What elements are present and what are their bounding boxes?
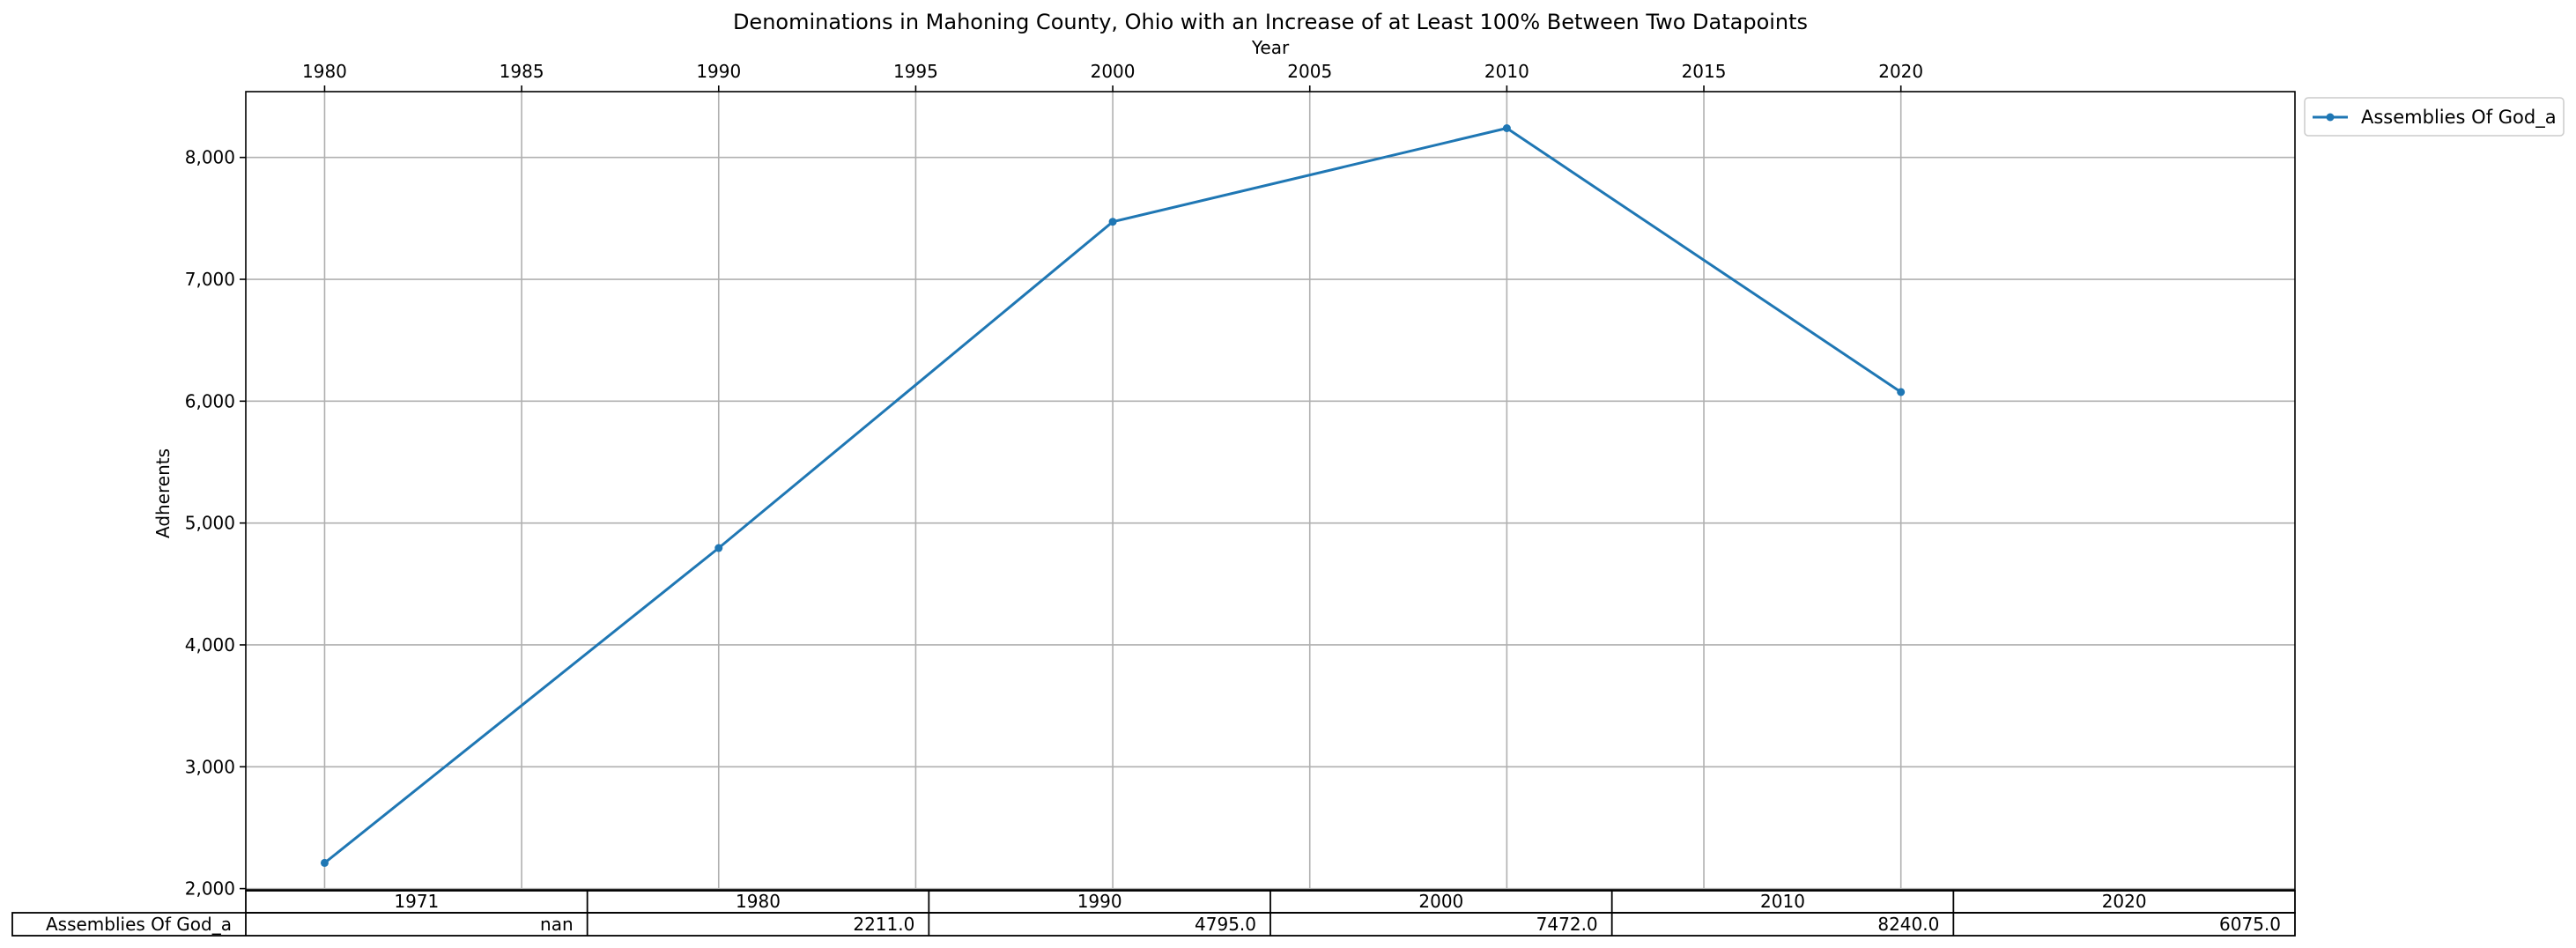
y-tick-label: 8,000 bbox=[185, 147, 235, 168]
x-tick-label: 2010 bbox=[1484, 61, 1529, 82]
table-column-header: 1980 bbox=[736, 891, 781, 912]
legend-series-label: Assemblies Of God_a bbox=[2361, 107, 2557, 129]
series-layer bbox=[320, 123, 1906, 867]
data-point bbox=[1108, 218, 1117, 226]
data-point bbox=[1897, 388, 1906, 396]
y-axis-label: Adherents bbox=[152, 448, 174, 538]
y-tick-label: 4,000 bbox=[185, 634, 235, 655]
data-point bbox=[714, 544, 723, 552]
legend: Assemblies Of God_a bbox=[2304, 97, 2565, 137]
table-row-frame bbox=[11, 912, 2296, 937]
y-tick-label: 6,000 bbox=[185, 390, 235, 411]
legend-series-marker bbox=[2326, 113, 2335, 122]
table-cell: 8240.0 bbox=[1877, 914, 1939, 935]
plot-area-frame bbox=[245, 91, 2296, 891]
table-column-header: 2010 bbox=[1760, 891, 1805, 912]
x-tick-label: 2000 bbox=[1091, 61, 1136, 82]
x-tick-label: 1995 bbox=[893, 61, 938, 82]
table-column-header: 1990 bbox=[1077, 891, 1122, 912]
x-tick-label: 1980 bbox=[302, 61, 347, 82]
table-column-header: 2000 bbox=[1418, 891, 1463, 912]
y-tick-label: 3,000 bbox=[185, 756, 235, 777]
y-tick-label: 5,000 bbox=[185, 513, 235, 534]
x-tick-label: 1990 bbox=[696, 61, 741, 82]
table-column-header: 1971 bbox=[394, 891, 439, 912]
data-point bbox=[1502, 123, 1511, 132]
table-cell: nan bbox=[540, 914, 574, 935]
x-axis-label: Year bbox=[1251, 37, 1290, 58]
data-table: 1971 1980 1990 2000 2010 2020 Assemblies Of Go… bbox=[11, 890, 2296, 937]
y-tick-label: 2,000 bbox=[185, 878, 235, 900]
table-row-label: Assemblies Of God_a bbox=[46, 914, 232, 935]
chart-title: Denominations in Mahoning County, Ohio w… bbox=[733, 10, 1808, 34]
x-tick-label: 2005 bbox=[1287, 61, 1332, 82]
table-cell: 7472.0 bbox=[1536, 914, 1598, 935]
data-point bbox=[320, 858, 329, 867]
y-tick-label: 7,000 bbox=[185, 269, 235, 290]
table-column-header: 2020 bbox=[2102, 891, 2147, 912]
legend-frame bbox=[2304, 97, 2565, 137]
table-cell: 4795.0 bbox=[1195, 914, 1256, 935]
table-cell: 2211.0 bbox=[853, 914, 914, 935]
grid-lines bbox=[246, 92, 2295, 890]
axis-ticks: 1980 1985 1990 1995 2000 2005 2010 2015 2020 2,00… bbox=[185, 61, 1923, 900]
x-tick-label: 2020 bbox=[1878, 61, 1923, 82]
x-tick-label: 1985 bbox=[500, 61, 544, 82]
table-cell: 6075.0 bbox=[2219, 914, 2281, 935]
x-tick-label: 2015 bbox=[1682, 61, 1727, 82]
